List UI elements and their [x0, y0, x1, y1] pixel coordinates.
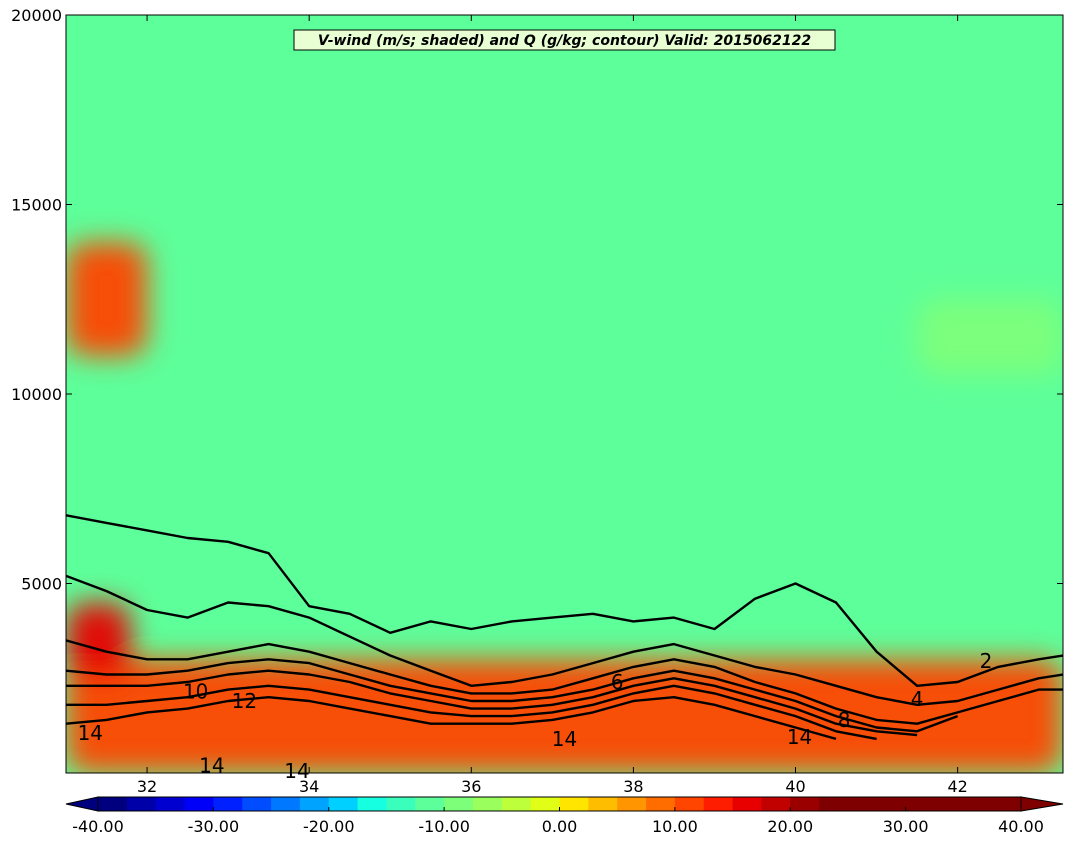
colorbar-segment [559, 797, 589, 811]
contour-q-4 [66, 574, 1063, 706]
contour-q-6 [66, 639, 1063, 725]
colorbar-segment [184, 797, 214, 811]
contour-label: 4 [911, 687, 924, 711]
colorbar-segment [963, 797, 993, 811]
contour-label: 2 [980, 649, 993, 673]
colorbar-segment [674, 797, 705, 811]
colorbar-segment [357, 797, 387, 811]
chart-title: V-wind (m/s; shaded) and Q (g/kg; contou… [318, 33, 811, 49]
colorbar [65, 796, 1064, 812]
q-contour-labels: 2 4 6 8 10 12 14 14 14 14 14 [78, 649, 993, 783]
colorbar-tick-label: -40.00 [72, 817, 124, 836]
contour-label: 14 [284, 759, 309, 783]
contour-label: 6 [611, 670, 624, 694]
colorbar-segment [761, 797, 791, 811]
chart-title-box: V-wind (m/s; shaded) and Q (g/kg; contou… [293, 29, 836, 51]
contour-label: 10 [183, 680, 208, 704]
colorbar-tick-label: -30.00 [188, 817, 240, 836]
colorbar-segment [155, 797, 186, 811]
x-axis: 32 34 36 38 40 42 [137, 15, 968, 796]
colorbar-segment [328, 797, 359, 811]
colorbar-segment [299, 797, 330, 811]
shaded-background [66, 15, 1063, 773]
x-tick-label: 42 [947, 777, 967, 796]
colorbar-tick-label: 10.00 [652, 817, 698, 836]
x-tick-label: 34 [299, 777, 319, 796]
colorbar-segment [992, 797, 1022, 811]
y-tick-label: 5000 [21, 575, 62, 594]
colorbar-segment [588, 797, 618, 811]
colorbar-segment [98, 797, 128, 811]
shaded-feature-0 [66, 659, 1063, 773]
colorbar-segment [386, 797, 416, 811]
colorbar-segment [934, 797, 964, 811]
colorbar-segment [876, 797, 907, 811]
plot-area: 2 4 6 8 10 12 14 14 14 14 14 [65, 14, 1064, 783]
colorbar-segment [126, 797, 157, 811]
contour-q-10 [66, 669, 918, 737]
colorbar-tick-label: -10.00 [418, 817, 470, 836]
colorbar-segment [501, 797, 532, 811]
x-tick-label: 40 [785, 777, 805, 796]
shaded-feature-2 [66, 242, 148, 357]
contour-label: 14 [787, 725, 812, 749]
y-axis: 5000 10000 15000 20000 [11, 6, 1063, 594]
colorbar-segment [472, 797, 503, 811]
colorbar-tick-label: 30.00 [883, 817, 929, 836]
contour-label: 14 [552, 727, 577, 751]
contour-q-14 [66, 696, 837, 741]
x-tick-label: 36 [461, 777, 481, 796]
colorbar-over-arrow [1020, 796, 1064, 812]
colorbar-segment [819, 797, 849, 811]
colorbar-tick-label: 40.00 [998, 817, 1044, 836]
contour-label: 8 [838, 708, 851, 732]
colorbar-under-arrow [65, 796, 99, 812]
contour-label: 14 [199, 753, 224, 777]
shaded-field [66, 242, 1063, 773]
colorbar-tick-label: 20.00 [767, 817, 813, 836]
x-tick-label: 32 [137, 777, 157, 796]
colorbar-segment [646, 797, 676, 811]
colorbar-segment [847, 797, 878, 811]
colorbar-segment [415, 797, 445, 811]
colorbar-segment [271, 797, 301, 811]
colorbar-segment [905, 797, 935, 811]
shaded-feature-3 [917, 299, 1063, 376]
y-tick-label: 10000 [11, 385, 62, 404]
contour-q-2 [66, 514, 1063, 687]
q-contours [66, 514, 1063, 741]
colorbar-segment [617, 797, 647, 811]
colorbar-segment [242, 797, 272, 811]
contour-q-12 [66, 684, 877, 741]
colorbar-tick-label: -20.00 [303, 817, 355, 836]
colorbar-segment [213, 797, 243, 811]
colorbar-segment [732, 797, 762, 811]
contour-q-8 [66, 658, 959, 733]
colorbar-tick-labels: -40.00 -30.00 -20.00 -10.00 0.00 10.00 20.00 30… [72, 807, 1044, 836]
shaded-feature-1 [66, 602, 131, 679]
colorbar-segment [530, 797, 560, 811]
contour-label: 14 [78, 721, 103, 745]
y-tick-label: 20000 [11, 6, 62, 25]
colorbar-segment [790, 797, 820, 811]
colorbar-segment [703, 797, 734, 811]
contour-label: 12 [232, 689, 257, 713]
colorbar-tick-label: 0.00 [542, 817, 578, 836]
y-tick-label: 15000 [11, 196, 62, 215]
x-tick-label: 38 [623, 777, 643, 796]
colorbar-segment [444, 797, 474, 811]
